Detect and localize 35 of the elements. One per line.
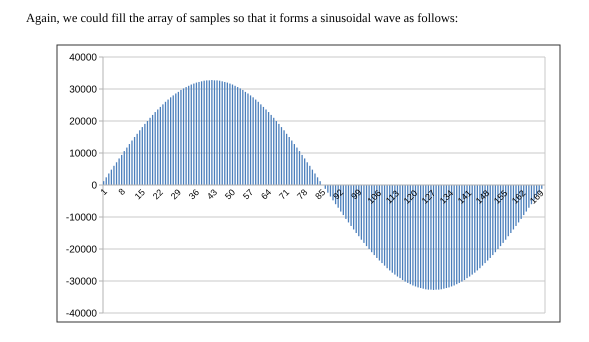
x-tick-label: 106 — [366, 188, 384, 206]
x-tick-label: 1 — [98, 186, 110, 198]
x-tick-label: 155 — [492, 188, 510, 206]
y-tick-label: 0 — [91, 180, 98, 192]
x-tick-label: 169 — [528, 188, 546, 206]
y-tick-label: 30000 — [69, 84, 98, 96]
chart-title: Again, we could fill the array of samples so that it forms a sinusoidal wave as follows: — [26, 11, 458, 25]
x-tick-label: 120 — [402, 188, 420, 206]
x-tick-label: 8 — [116, 186, 128, 198]
x-tick-label: 162 — [510, 188, 528, 206]
y-tick-label: 10000 — [69, 148, 98, 160]
y-tick-label: -20000 — [66, 244, 98, 256]
x-tick-label: 15 — [132, 187, 147, 202]
y-tick-label: -10000 — [66, 212, 98, 224]
x-tick-label: 92 — [331, 187, 346, 202]
x-tick-label: 134 — [438, 188, 456, 206]
x-tick-label: 71 — [277, 187, 292, 202]
x-tick-label: 50 — [222, 187, 238, 202]
x-tick-label: 78 — [295, 187, 310, 202]
x-tick-label: 127 — [420, 188, 438, 206]
y-tick-label: -40000 — [66, 308, 98, 320]
y-tick-label: 40000 — [69, 52, 98, 64]
x-tick-label: 43 — [204, 187, 220, 202]
x-tick-label: 36 — [186, 187, 202, 202]
x-tick-label: 85 — [313, 187, 328, 202]
x-tick-label: 99 — [349, 187, 364, 202]
x-tick-label: 64 — [259, 187, 274, 202]
y-tick-label: 20000 — [69, 116, 98, 128]
x-tick-label: 22 — [150, 187, 165, 202]
y-tick-label: -30000 — [66, 276, 98, 288]
x-tick-label: 29 — [168, 187, 183, 202]
x-tick-label: 113 — [384, 188, 402, 206]
x-tick-label: 148 — [474, 188, 492, 206]
x-tick-label: 57 — [241, 187, 256, 202]
x-tick-label: 141 — [456, 188, 474, 206]
